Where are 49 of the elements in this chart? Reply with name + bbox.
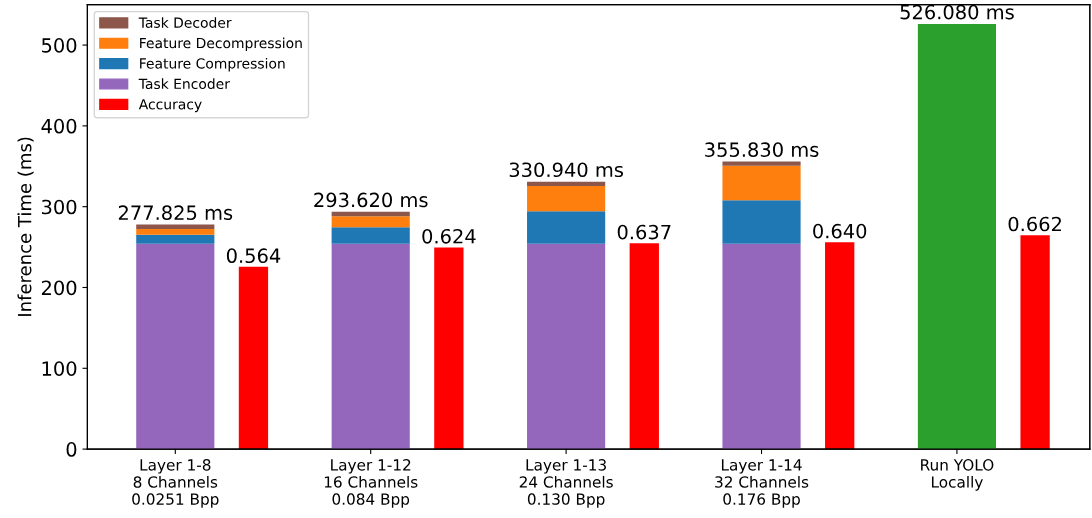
bar (722, 243, 801, 450)
bar (722, 165, 801, 201)
bar (917, 23, 997, 450)
y-tick-label: 0 (66, 442, 77, 457)
bar (825, 242, 855, 450)
y-axis-title: Inference Time (ms) (17, 137, 34, 316)
bar (136, 234, 215, 244)
data-label: 0.640 (813, 223, 867, 239)
data-label: 0.662 (1008, 216, 1061, 232)
total-label: 293.620 ms (314, 192, 428, 208)
bar (629, 243, 659, 450)
bar (136, 228, 215, 235)
bar (136, 243, 215, 450)
bar (527, 211, 606, 244)
y-tick-label: 500 (42, 38, 77, 53)
legend-label: Task Decoder (138, 17, 232, 28)
bar (136, 224, 215, 229)
bar (1020, 235, 1050, 450)
bar (331, 216, 410, 228)
x-tick-label: Run YOLO Locally (921, 459, 994, 491)
bar (527, 181, 606, 187)
data-label: 0.564 (226, 248, 281, 264)
bar (722, 161, 801, 166)
data-label: 0.624 (422, 228, 476, 244)
total-label: 355.830 ms (705, 142, 819, 157)
x-tick-label: Layer 1-14 32 Channels 0.176 Bpp (715, 459, 809, 508)
data-label: 0.637 (617, 224, 671, 240)
bar (331, 227, 410, 244)
y-tick-label: 400 (41, 118, 77, 134)
total-label: 526.080 ms (900, 4, 1014, 20)
x-tick-label: Layer 1-8 8 Channels 0.0251 Bpp (132, 459, 219, 508)
total-label: 330.940 ms (509, 162, 623, 178)
bar (331, 243, 410, 450)
x-tick-label: Layer 1-13 24 Channels 0.130 Bpp (519, 459, 613, 508)
bar (527, 186, 606, 212)
y-tick-label: 100 (42, 361, 77, 376)
bar (527, 243, 606, 450)
legend-label: Accuracy (138, 99, 202, 113)
y-tick-label: 200 (41, 280, 77, 296)
y-tick-label: 300 (42, 199, 77, 215)
total-label: 277.825 ms (118, 205, 233, 221)
legend-label: Feature Decompression (140, 37, 302, 51)
legend-label: Feature Compression (140, 57, 285, 72)
bar (434, 247, 464, 450)
x-tick-label: Layer 1-12 16 Channels 0.084 Bpp (324, 459, 418, 508)
bar (722, 200, 801, 244)
bar (238, 266, 269, 450)
legend-label: Task Encoder (138, 78, 230, 90)
bar (331, 211, 410, 217)
